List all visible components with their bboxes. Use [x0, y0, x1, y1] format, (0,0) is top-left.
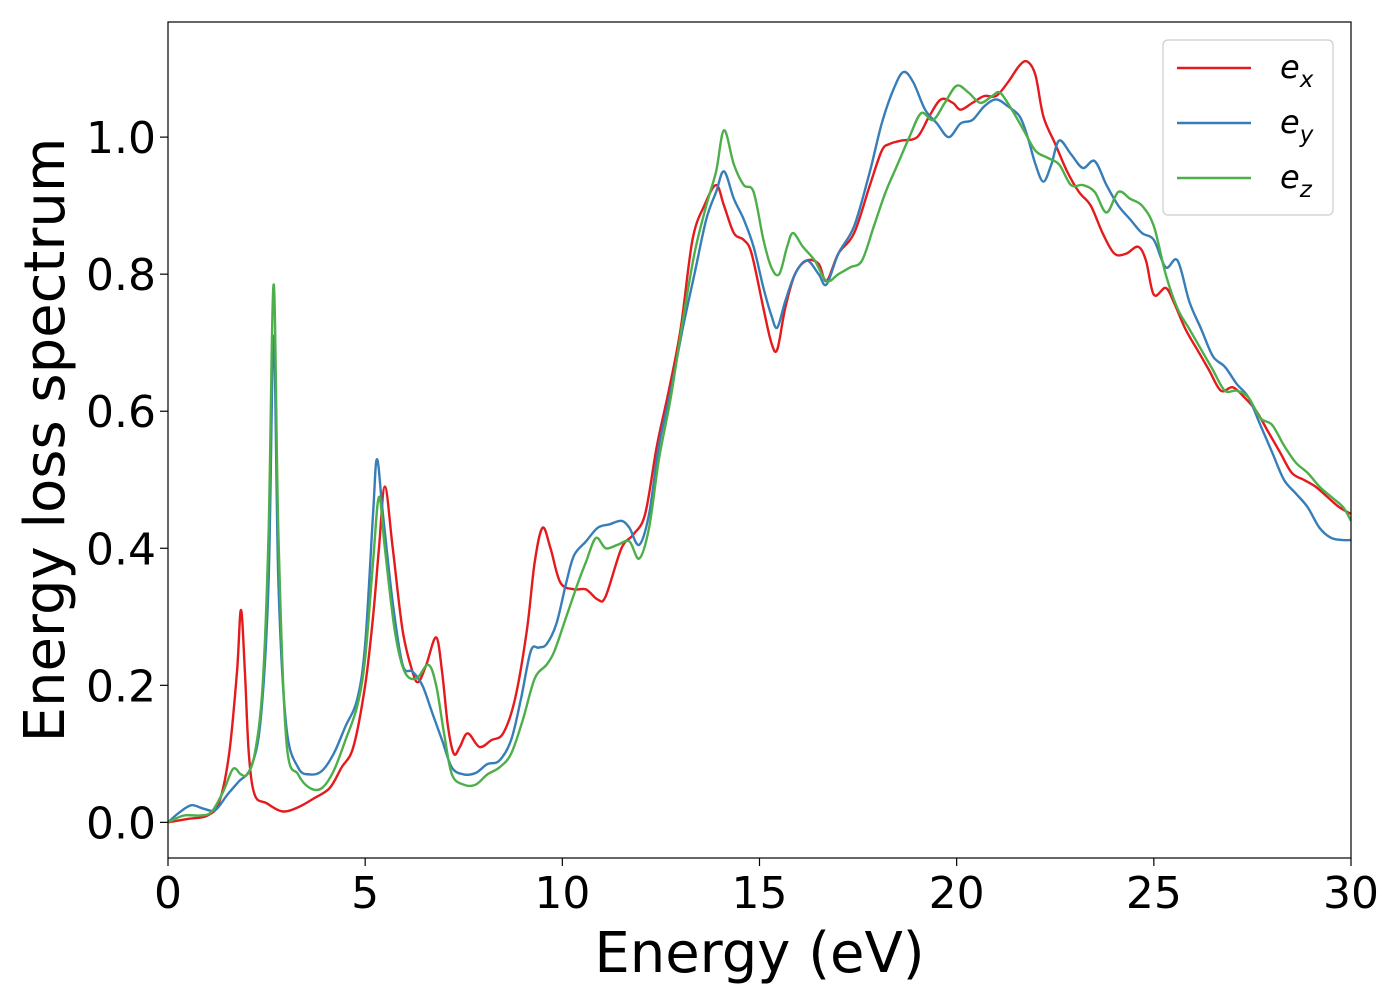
y-tick-label: 0.8 — [86, 250, 156, 301]
legend-label-ey: ey — [1280, 103, 1314, 148]
series-line-ez — [168, 84, 1351, 824]
x-axis-label: Energy (eV) — [594, 921, 924, 986]
x-tick-label: 5 — [351, 868, 379, 919]
y-tick-label: 1.0 — [86, 113, 156, 164]
y-axis-label: Energy loss spectrum — [13, 138, 78, 743]
x-axis-ticks: 0 5 10 15 20 25 30 — [154, 858, 1379, 919]
x-tick-label: 30 — [1323, 868, 1379, 919]
legend-label-ex: ex — [1280, 48, 1314, 93]
y-axis-ticks: 0.0 0.2 0.4 0.6 0.8 1.0 — [86, 113, 168, 849]
x-tick-label: 25 — [1126, 868, 1182, 919]
x-tick-label: 0 — [154, 868, 182, 919]
y-tick-label: 0.2 — [86, 661, 156, 712]
legend-box — [1162, 39, 1334, 216]
legend-label-ez: ez — [1280, 158, 1313, 203]
series-layer — [168, 59, 1351, 824]
x-tick-label: 10 — [534, 868, 590, 919]
legend: ex ey ez — [1162, 39, 1334, 216]
series-line-ex — [168, 59, 1351, 824]
y-tick-label: 0.0 — [86, 798, 156, 849]
x-tick-label: 20 — [929, 868, 985, 919]
y-tick-label: 0.6 — [86, 387, 156, 438]
y-tick-label: 0.4 — [86, 524, 156, 575]
series-line-ey — [168, 70, 1351, 824]
x-tick-label: 15 — [732, 868, 788, 919]
